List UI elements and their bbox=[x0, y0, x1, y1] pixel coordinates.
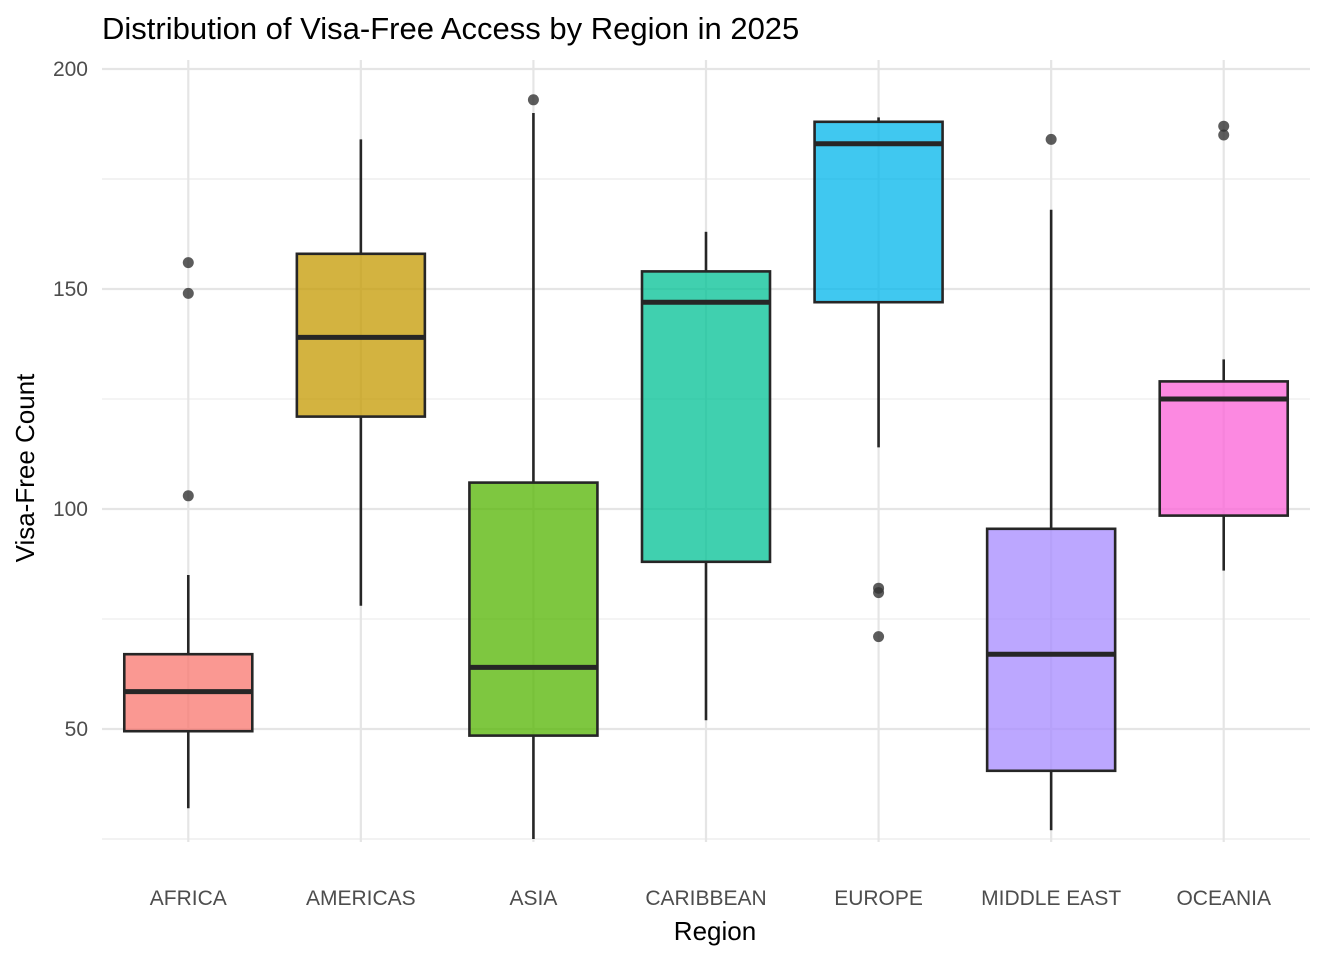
outlier-point bbox=[182, 287, 194, 299]
x-tick-label: AMERICAS bbox=[306, 887, 416, 910]
box-iqr bbox=[1158, 380, 1290, 517]
box-iqr bbox=[985, 527, 1117, 773]
box-iqr bbox=[640, 270, 772, 564]
outlier-point bbox=[182, 490, 194, 502]
x-tick-label: EUROPE bbox=[834, 887, 923, 910]
y-axis-tick-labels: 50 100 150 200 bbox=[53, 58, 88, 741]
box-group bbox=[985, 133, 1117, 831]
outlier-point bbox=[527, 94, 539, 106]
box-group bbox=[122, 257, 254, 809]
y-tick-label: 100 bbox=[53, 498, 88, 521]
box-iqr bbox=[468, 481, 599, 737]
box-iqr bbox=[813, 120, 944, 304]
y-axis-title: Visa-Free Count bbox=[10, 373, 40, 563]
chart-title: Distribution of Visa-Free Access by Regi… bbox=[102, 11, 799, 46]
box-group bbox=[295, 139, 427, 606]
box-group bbox=[640, 231, 772, 721]
x-tick-label: MIDDLE EAST bbox=[981, 887, 1121, 910]
outlier-point bbox=[182, 257, 194, 269]
x-tick-label: ASIA bbox=[509, 887, 557, 910]
y-tick-label: 50 bbox=[65, 718, 88, 741]
x-axis-tick-labels: AFRICA AMERICAS ASIA CARIBBEAN EUROPE MIDDLE … bbox=[150, 887, 1271, 910]
y-tick-label: 150 bbox=[53, 278, 88, 301]
x-tick-label: OCEANIA bbox=[1176, 887, 1271, 910]
box-group bbox=[468, 94, 599, 839]
box-series bbox=[122, 94, 1290, 839]
x-tick-label: AFRICA bbox=[150, 887, 227, 910]
outlier-point bbox=[1218, 129, 1230, 141]
x-axis-title: Region bbox=[674, 916, 756, 946]
box-group bbox=[1158, 120, 1290, 571]
outlier-point bbox=[1045, 133, 1057, 145]
outlier-point bbox=[873, 631, 885, 643]
outlier-point bbox=[873, 582, 885, 594]
y-tick-label: 200 bbox=[53, 58, 88, 81]
x-tick-label: CARIBBEAN bbox=[645, 887, 766, 910]
box-group bbox=[813, 117, 944, 643]
outlier-point bbox=[1218, 120, 1230, 132]
